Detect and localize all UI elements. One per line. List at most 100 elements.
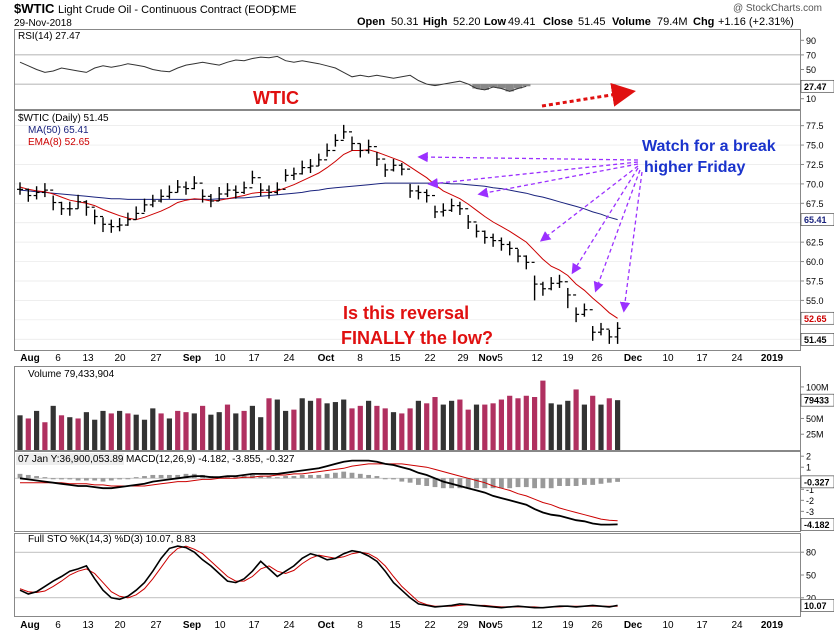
volume-bar-40 xyxy=(349,408,355,450)
sto-layer: 20 50 80 10.07 xyxy=(15,545,834,612)
rsi-title: RSI(14) 27.47 xyxy=(18,31,81,42)
volume-bar-48 xyxy=(415,400,421,450)
macd-hist-bar-9 xyxy=(92,478,98,481)
macd-hist-bar-10 xyxy=(100,478,106,482)
x-axis-label-r1-3: 20 xyxy=(114,620,126,631)
volume-bar-61 xyxy=(523,395,529,450)
x-axis-label-r0-16: 12 xyxy=(531,353,543,364)
volume-bar-60 xyxy=(515,398,521,450)
volume-bar-23 xyxy=(208,414,214,450)
macd-layer: 210-1-2-3-4-0.327-4.182 xyxy=(15,452,834,531)
volume-bar-14 xyxy=(133,414,139,450)
volume-bar-32 xyxy=(283,410,289,450)
x-axis-label-r1-23: 2019 xyxy=(761,620,784,631)
x-axis-label-r1-14: Nov xyxy=(479,620,498,631)
high-value: 52.20 xyxy=(453,16,481,28)
macd-hist-bar-46 xyxy=(399,478,405,482)
volume-bar-11 xyxy=(108,413,114,450)
macd-overlay-label: 07 Jan Y:36,900,053.89 xyxy=(18,454,124,465)
volume-bar-12 xyxy=(117,410,123,450)
volume-bar-24 xyxy=(216,412,222,450)
macd-hist-bar-68 xyxy=(582,478,587,485)
volume-bar-58 xyxy=(498,399,504,450)
x-axis-label-r1-20: 10 xyxy=(662,620,674,631)
macd-tick-label-4: -2 xyxy=(806,496,814,506)
macd-hist-bar-26 xyxy=(233,476,239,479)
x-axis-layer: Aug 6 13 20 27 Sep 10 17 24 Oct 8 15 22 29 Nov 5 12 19 26 D… xyxy=(20,353,783,631)
macd-hist-bar-18 xyxy=(167,474,172,479)
volume-bar-68 xyxy=(581,404,587,450)
macd-hist-bar-72 xyxy=(615,478,620,482)
macd-hist-bar-11 xyxy=(108,478,114,481)
macd-hist-last-value-box xyxy=(800,475,834,489)
macd-hist-bar-25 xyxy=(225,476,230,479)
x-axis-label-r1-7: 17 xyxy=(248,620,260,631)
volume-bar-29 xyxy=(258,417,264,450)
volume-bar-21 xyxy=(191,413,197,450)
volume-bar-31 xyxy=(274,399,280,450)
price-tick-label-11: 77.5 xyxy=(806,121,824,131)
macd-hist-bar-31 xyxy=(274,477,280,479)
macd-tick-label-1: 1 xyxy=(806,463,811,473)
chart-date: 29-Nov-2018 xyxy=(14,18,72,29)
volume-bar-2 xyxy=(34,410,40,450)
price-tick-label-2: 55.0 xyxy=(806,296,824,306)
macd-hist-bar-13 xyxy=(125,478,131,480)
price-tick-label-10: 75.0 xyxy=(806,141,824,151)
macd-hist-bar-60 xyxy=(515,478,521,488)
macd-hist-bar-54 xyxy=(465,478,471,489)
arrow-7 xyxy=(619,171,643,313)
macd-hist-bar-2 xyxy=(34,476,39,479)
macd-hist-bar-48 xyxy=(416,478,421,485)
ema8-line xyxy=(19,149,618,319)
annotation-reversal-1: Is this reversal xyxy=(343,303,469,323)
macd-hist-bar-29 xyxy=(258,476,264,479)
volume-bar-59 xyxy=(507,395,513,450)
x-axis-label-r0-1: 6 xyxy=(55,353,61,364)
macd-hist-bar-28 xyxy=(250,474,255,479)
volume-bar-56 xyxy=(482,404,488,450)
annotation-watch-2: higher Friday xyxy=(644,159,745,176)
x-axis-label-r1-18: 26 xyxy=(591,620,603,631)
x-axis-label-r1-1: 6 xyxy=(55,620,61,631)
volume-bar-17 xyxy=(158,413,164,450)
macd-last-value: -4.182 xyxy=(804,520,830,530)
volume-bar-57 xyxy=(490,403,496,450)
volume-tick-label-1: 50M xyxy=(806,414,824,424)
volume-bar-41 xyxy=(357,405,363,450)
ema-last-value-box xyxy=(800,311,834,325)
price-tick-label-7: 67.5 xyxy=(806,199,824,209)
volume-bar-10 xyxy=(100,410,106,450)
x-axis-label-r1-6: 10 xyxy=(214,620,226,631)
x-axis-label-r1-4: 27 xyxy=(150,620,162,631)
rsi-line xyxy=(19,55,527,92)
macd-hist-bar-17 xyxy=(158,474,164,479)
low-label: Low xyxy=(484,16,506,28)
sto-tick-label-1: 50 xyxy=(806,571,816,581)
volume-bar-44 xyxy=(382,408,388,450)
x-axis-label-r0-2: 13 xyxy=(82,353,94,364)
volume-bar-19 xyxy=(175,410,181,450)
red-dotted-arrow xyxy=(541,82,636,108)
volume-bar-13 xyxy=(125,413,131,450)
arrow-3 xyxy=(477,163,639,198)
volume-last-value-box xyxy=(800,393,834,407)
chg-value: +1.16 (+2.31%) xyxy=(718,16,794,28)
ma-last-value: 65.41 xyxy=(804,215,827,225)
macd-hist-bar-39 xyxy=(341,471,347,479)
volume-bar-28 xyxy=(249,405,255,450)
volume-bar-71 xyxy=(606,398,612,450)
macd-hist-bar-36 xyxy=(316,474,322,479)
macd-hist-bar-67 xyxy=(573,478,579,486)
x-axis-label-r0-13: 29 xyxy=(457,353,469,364)
x-axis-label-r0-8: 24 xyxy=(283,353,295,364)
ema-last-value: 52.65 xyxy=(804,314,827,324)
volume-bar-9 xyxy=(92,419,98,450)
volume-bar-66 xyxy=(565,400,571,450)
volume-bar-55 xyxy=(473,404,480,450)
macd-hist-bar-64 xyxy=(548,478,554,489)
volume-bar-20 xyxy=(183,412,189,450)
macd-line xyxy=(19,459,618,526)
price-title: $WTIC (Daily) 51.45 xyxy=(18,113,109,124)
watermark: @ StockCharts.com xyxy=(733,3,822,14)
